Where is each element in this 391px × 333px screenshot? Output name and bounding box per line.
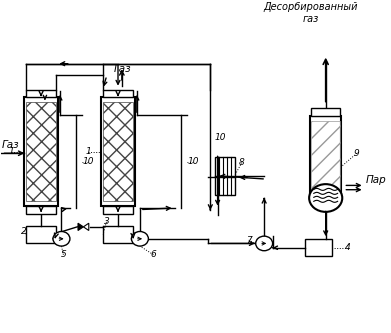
Text: 7: 7	[246, 236, 252, 245]
Bar	[26, 226, 56, 243]
Bar	[310, 116, 341, 198]
Bar	[102, 206, 133, 213]
Text: Пар: Пар	[365, 175, 386, 185]
Circle shape	[131, 231, 149, 246]
Text: 3: 3	[104, 217, 109, 226]
Bar	[312, 121, 340, 193]
Text: Десорбированный
газ: Десорбированный газ	[263, 2, 357, 24]
Bar	[102, 102, 133, 201]
Text: 5: 5	[61, 250, 66, 259]
Bar	[215, 157, 235, 195]
Bar	[101, 97, 135, 206]
Polygon shape	[83, 223, 89, 230]
Bar	[312, 108, 340, 116]
Bar	[26, 206, 56, 213]
Bar	[102, 90, 133, 97]
Text: 6: 6	[151, 250, 156, 259]
Bar	[103, 226, 133, 243]
Polygon shape	[78, 223, 83, 230]
Text: Газ: Газ	[114, 64, 132, 74]
Bar	[26, 102, 56, 201]
Text: 2: 2	[21, 227, 27, 236]
Text: 8: 8	[239, 158, 245, 167]
Text: Газ: Газ	[2, 140, 19, 150]
Bar	[305, 239, 332, 256]
Circle shape	[53, 231, 70, 246]
Bar	[26, 90, 56, 97]
Text: 10: 10	[214, 133, 226, 142]
Text: 1: 1	[86, 147, 91, 156]
Ellipse shape	[309, 184, 342, 212]
Text: 1: 1	[9, 147, 14, 156]
Text: 10: 10	[187, 157, 199, 166]
Text: 10: 10	[83, 157, 94, 166]
Text: 9: 9	[354, 149, 360, 158]
Circle shape	[256, 236, 273, 251]
Text: 4: 4	[345, 243, 350, 252]
Bar	[24, 97, 58, 206]
